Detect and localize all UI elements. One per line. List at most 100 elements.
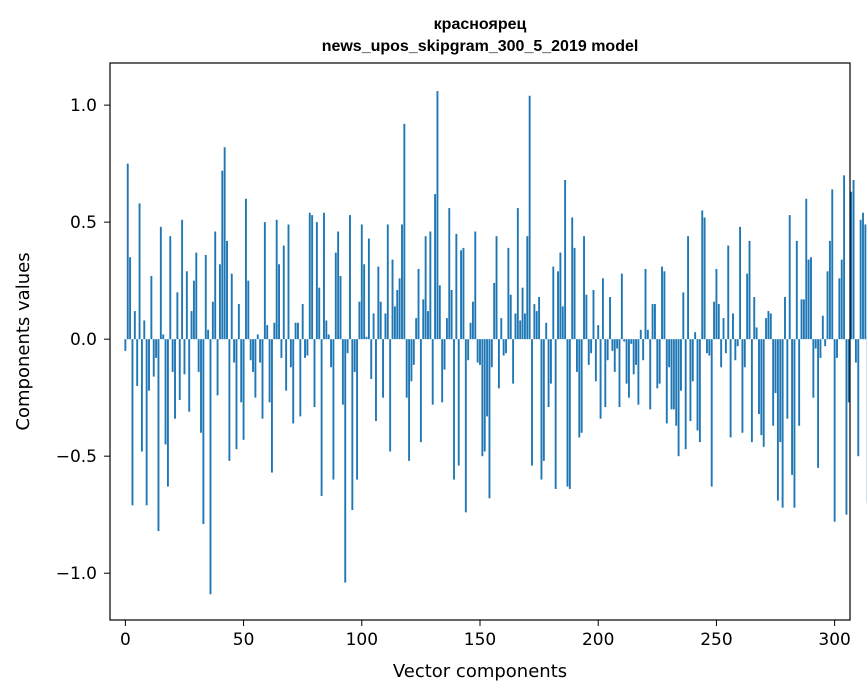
bar [148,339,150,391]
bar [833,339,836,522]
bar [528,95,531,340]
bar [341,339,344,405]
x-tick-label: 50 [233,630,255,650]
bar [587,339,590,365]
bar [606,339,609,361]
bar [864,224,867,340]
bar [136,339,139,386]
bar [547,339,550,408]
bar [706,339,708,354]
x-tick-label: 250 [700,630,732,650]
bar [126,163,129,340]
bar [285,339,288,391]
bar [405,339,408,398]
bar [670,339,673,410]
bar [762,339,765,447]
bar [181,219,184,340]
bar [748,240,751,340]
bar [271,339,273,473]
bar [592,290,595,340]
bar [299,339,302,417]
bar [306,339,309,356]
bar [514,313,517,340]
bar [190,311,193,340]
bar [691,339,694,382]
bar [741,339,744,433]
bar [223,147,226,340]
bar [178,339,181,401]
bar [356,339,359,480]
bar [174,339,176,419]
bar [353,339,356,372]
bar [419,339,422,443]
bar [651,304,654,340]
bar [214,231,217,340]
bar [649,339,652,410]
bar [597,325,600,340]
bar [505,339,507,354]
bar [185,271,188,340]
bar [646,329,649,340]
bar [434,194,437,340]
bar [334,252,337,340]
bar [363,264,366,340]
chart-title: красноярец [434,16,527,33]
bar [330,339,332,368]
bar [297,322,299,340]
bar [732,313,734,340]
bar [831,189,834,340]
bar [218,264,221,340]
bar [275,219,278,340]
bar [590,339,593,354]
bar [578,339,581,438]
bar [164,339,167,445]
bar [717,304,720,340]
bar [568,339,571,489]
bar [211,301,214,340]
x-tick-label: 0 [120,630,131,650]
bar [665,339,668,424]
bar [308,212,311,340]
bar [720,339,723,368]
bar [689,339,692,422]
bar [708,339,711,356]
bar [613,339,616,372]
bar [169,236,172,340]
bar [637,339,640,405]
bar [495,236,498,340]
bar [254,339,257,398]
bar [859,219,862,340]
bar [672,339,675,410]
bar [552,266,555,340]
bar [781,339,784,508]
bar [403,123,406,340]
bar [216,339,219,396]
bar [143,320,146,340]
bar [750,339,753,443]
bar [497,339,500,389]
bar [315,222,318,340]
bar [460,250,463,340]
bar [417,268,420,340]
x-tick-label: 150 [464,630,496,650]
bar [736,339,739,347]
bar [140,339,143,452]
bar [256,334,259,340]
bar [237,304,240,340]
bar [145,339,148,506]
bar [542,339,545,461]
ticks-group: 0 50 100 150 200 250 300 −1.0 −0.5 0.0 0.5 1.0 [56,96,851,650]
bar [852,180,855,340]
bar [710,339,713,487]
x-tick-label: 300 [818,630,850,650]
bar [483,339,486,452]
bar [535,311,538,340]
bar [488,339,491,499]
bar [155,339,158,358]
bar [625,339,628,384]
bar [644,268,647,340]
bar [261,339,264,419]
x-tick-label: 100 [346,630,378,650]
bar [441,339,444,403]
